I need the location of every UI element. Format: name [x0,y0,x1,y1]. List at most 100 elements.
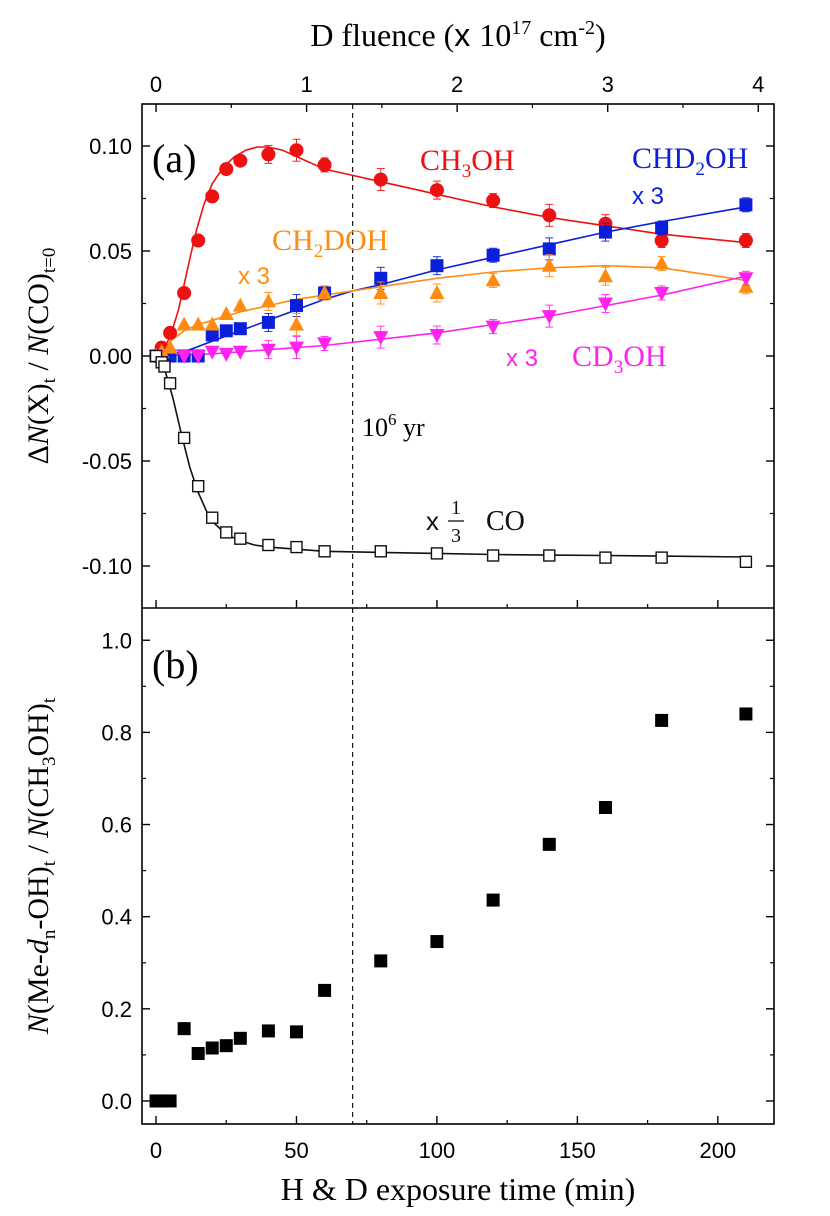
point-chd2oh [542,242,556,256]
point-ch3oh [738,233,753,248]
a-y-axis-title: ΔN(X)t / N(CO)t=0 [22,248,60,465]
marker-line-label-unit: yr [397,413,426,442]
point-co [163,377,177,390]
point-ch2doh [190,316,206,331]
b-y-title-ch: (CH [22,766,55,818]
b-y-title-ohc: OH) [22,703,55,756]
point-ch3oh [163,325,178,340]
multiplier-co: x [426,506,439,536]
point-chd2oh [233,322,247,336]
point-cd3oh [218,347,234,362]
a-y-tick-label: 0.00 [89,344,132,369]
point-co [191,480,205,493]
point-cd3oh [288,341,304,356]
point-chd2oh [261,315,275,329]
point-chd2oh [655,221,669,235]
b-y-tick-label: 1.0 [101,628,132,653]
point-ch2doh [654,255,670,270]
label-cd3oh-sub: 3 [614,357,624,378]
point-co [177,431,191,445]
b-y-tick-label: 0.0 [101,1089,132,1114]
point-ratio [261,1024,275,1038]
multiplier-cd3oh: x 3 [506,345,538,372]
point-co [486,549,500,562]
point-ratio [177,1022,191,1036]
b-y-title-d: d [22,938,55,954]
label-ch2doh: CH2DOH [272,224,388,262]
point-co [739,555,753,568]
top-axis-title: D fluence (x 1017 cm-2) [310,17,605,53]
multiplier-chd2oh: x 3 [632,183,664,210]
top-tick-label: 1 [300,72,312,97]
top-axis-title-unit-exp: -2 [578,17,595,39]
b-y-title-sub-t2: t [39,697,60,703]
point-ch2doh [288,316,304,331]
a-y-title-sub-t: t [39,377,60,383]
x-tick-label: 100 [419,1138,456,1163]
point-cd3oh [232,345,248,360]
label-ch3oh: CH3OH [420,144,515,182]
point-ch2doh [204,316,220,331]
x-tick-label: 150 [559,1138,596,1163]
point-co [655,551,668,564]
series-ratio [149,707,753,1108]
x-tick-label: 0 [150,1138,162,1163]
marker-line-label: 106 yr [362,410,425,442]
panel-label-a: (a) [152,136,196,181]
point-cd3oh [429,329,445,343]
point-co [543,549,556,562]
b-y-tick-label: 0.6 [101,813,132,838]
point-ch2doh [317,285,333,299]
point-ratio [191,1047,205,1061]
a-y-tick-label: -0.05 [82,449,132,474]
point-ch3oh [542,208,557,223]
point-chd2oh [430,259,444,273]
a-y-title-n2: N [22,333,55,356]
point-chd2oh [289,299,303,313]
label-ch3oh-sub: 3 [462,161,472,182]
point-ratio [598,800,612,814]
point-ratio [739,707,753,721]
point-ratio [289,1025,303,1039]
point-ratio [205,1041,219,1055]
point-ch3oh [261,147,276,162]
point-co [220,526,233,539]
top-axis-title-ten: 10 [479,17,511,53]
axes: 0 50 100 150 200 0 1 2 3 4 0.10 0.05 0.00 -0.05 -0.10 0… [82,72,774,1163]
point-co [262,538,275,552]
top-tick-label: 3 [602,72,614,97]
top-tick-label: 0 [150,72,162,97]
x-tick-label: 200 [699,1138,736,1163]
point-ch2doh [260,293,276,308]
top-axis-title-times: x [454,17,479,53]
label-cd3oh-tail: OH [623,340,666,373]
label-ch2doh-main: CH [272,224,314,257]
b-y-title-sub-n: n [39,929,60,939]
point-ratio [219,1039,233,1053]
point-ch3oh [654,233,669,248]
a-y-title-x: (X) [22,383,55,425]
point-ch3oh [373,172,388,187]
b-y-title-n2: N [22,816,55,839]
point-ch2doh [232,297,248,312]
b-y-tick-label: 0.8 [101,720,132,745]
b-y-title-slash: / [22,838,55,861]
point-cd3oh [190,350,206,364]
a-y-title-delta: Δ [22,445,55,464]
a-y-tick-label: -0.10 [82,554,132,579]
point-ratio [163,1094,177,1108]
data-marks [148,138,754,1108]
a-y-title-n1: N [22,423,55,446]
point-cd3oh [485,320,501,335]
point-chd2oh [486,248,500,262]
point-ch2doh [597,268,613,283]
b-y-title-sub-3: 3 [39,756,60,766]
point-ch2doh [176,316,192,331]
point-ratio [374,954,388,968]
a-y-title-slash: / [22,355,55,378]
b-y-title-n1: N [22,1012,55,1035]
chart-frame [141,103,775,1125]
label-chd2oh: CHD2OH [632,142,748,180]
point-ch2doh [541,257,557,272]
